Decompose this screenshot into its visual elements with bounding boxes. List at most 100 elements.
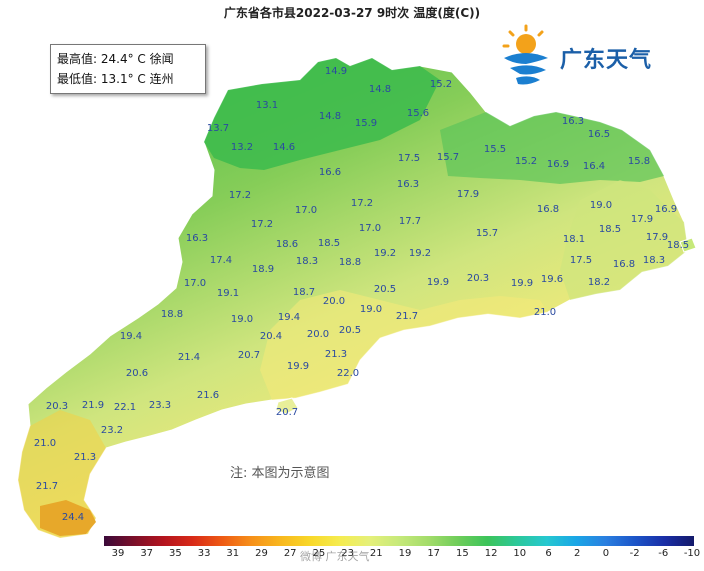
legend-tick-label: 21 [369,548,383,559]
station-value: 19.6 [541,274,563,285]
station-value: 20.0 [323,296,345,307]
station-value: 17.0 [184,278,206,289]
legend-tick-label: -6 [658,548,669,559]
station-value: 14.9 [325,66,347,77]
station-value: 15.2 [430,79,452,90]
station-value: 17.2 [251,219,273,230]
max-value-label: 最高值: 24.4° C 徐闻 [57,52,174,66]
island-nanao [679,237,697,253]
legend-tick-label: 10 [513,548,527,559]
station-value: 21.0 [34,438,56,449]
station-value: 16.9 [547,159,569,170]
station-value: 15.9 [355,118,377,129]
station-value: 19.9 [511,278,533,289]
station-value: 17.5 [398,153,420,164]
station-value: 20.3 [467,273,489,284]
legend-tick-label: 2 [574,548,581,559]
island-shangchuan [275,397,299,415]
station-value: 14.6 [273,142,295,153]
min-value-label: 最低值: 13.1° C 连州 [57,72,174,86]
legend-tick-label: 27 [283,548,297,559]
station-value: 20.0 [307,329,329,340]
region-center-south [260,290,548,400]
station-value: 19.4 [120,331,142,342]
station-value: 14.8 [319,111,341,122]
station-value: 17.2 [351,198,373,209]
station-value: 19.0 [231,314,253,325]
sun-wave-logo-icon [502,24,548,85]
legend-tick-label: 17 [427,548,441,559]
station-value: 18.1 [563,234,585,245]
station-value: 23.2 [101,425,123,436]
station-value: 18.5 [318,238,340,249]
station-value: 19.9 [427,277,449,288]
station-value: 18.8 [161,309,183,320]
legend-tick-label: 25 [312,548,326,559]
station-value: 22.0 [337,368,359,379]
legend-tick-label: 23 [341,548,354,559]
station-value: 16.8 [537,204,559,215]
map-title: 广东省各市县2022-03-27 9时次 温度(度(C)) [223,6,481,20]
legend-tick-label: -10 [683,548,701,559]
legend-tick-label: 6 [545,548,552,559]
station-value: 15.7 [476,228,498,239]
station-value: 15.8 [628,156,650,167]
station-value: 21.3 [325,349,347,360]
legend-tick-label: 12 [484,548,498,559]
station-value: 20.5 [374,284,396,295]
station-value: 13.1 [256,100,278,111]
station-value: 17.5 [570,255,592,266]
station-value: 19.4 [278,312,300,323]
station-value: 17.9 [646,232,668,243]
station-value: 19.1 [217,288,239,299]
station-value: 20.3 [46,401,68,412]
station-value: 18.2 [588,277,610,288]
station-value: 22.1 [114,402,136,413]
station-value: 19.9 [287,361,309,372]
legend-tick-label: 19 [398,548,412,559]
station-value: 20.5 [339,325,361,336]
legend-tick-label: -2 [629,548,640,559]
station-value: 17.0 [295,205,317,216]
station-value: 16.3 [186,233,208,244]
station-value: 20.4 [260,331,282,342]
station-value: 17.2 [229,190,251,201]
station-value: 15.7 [437,152,459,163]
station-value: 20.6 [126,368,148,379]
legend-tick-label: 0 [602,548,610,559]
station-value: 17.7 [399,216,421,227]
station-value: 19.0 [590,200,612,211]
station-value: 21.7 [396,311,418,322]
station-value: 21.7 [36,481,58,492]
station-value: 18.5 [599,224,621,235]
station-value: 18.7 [293,287,315,298]
station-value: 17.4 [210,255,232,266]
station-value: 16.3 [397,179,419,190]
region-xuwen [40,500,96,536]
station-value: 18.8 [339,257,361,268]
region-east-coast [560,180,688,300]
station-value: 14.8 [369,84,391,95]
station-value: 15.6 [407,108,429,119]
station-value: 19.2 [409,248,431,259]
legend-tick-label: 33 [197,548,211,559]
station-value: 16.8 [613,259,635,270]
station-value: 19.0 [360,304,382,315]
station-value: 20.7 [276,407,298,418]
station-value: 21.0 [534,307,556,318]
station-value: 17.9 [457,189,479,200]
legend-tick-label: 29 [255,548,268,559]
station-value: 21.3 [74,452,96,463]
station-value: 18.5 [667,240,689,251]
legend-tick-label: 31 [226,548,240,559]
station-value: 23.3 [149,400,171,411]
station-value: 20.7 [238,350,260,361]
station-value: 16.5 [588,129,610,140]
temperature-legend-ticks: 39 37 35 33 31 29 27 25 23 21 19 17 15 12 10 6 2 0 -2 -6 -10 [104,548,701,562]
station-value: 21.9 [82,400,104,411]
station-value: 13.2 [231,142,253,153]
brand-logo: 广东天气 [496,22,686,92]
station-value: 21.4 [178,352,200,363]
region-northeast [440,112,664,184]
